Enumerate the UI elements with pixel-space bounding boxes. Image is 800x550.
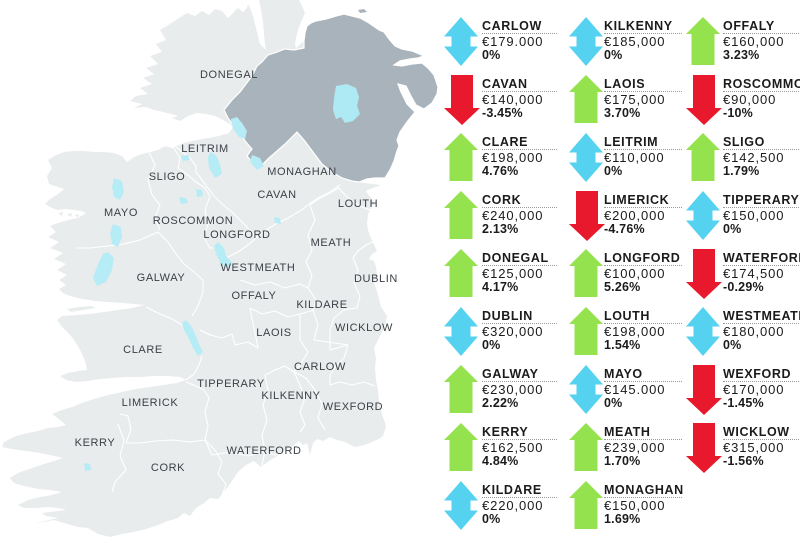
svg-text:LONGFORD: LONGFORD: [203, 229, 270, 241]
svg-text:CLARE: CLARE: [123, 344, 163, 356]
svg-text:MAYO: MAYO: [104, 207, 138, 219]
svg-text:TIPPERARY: TIPPERARY: [197, 378, 265, 390]
svg-text:LOUTH: LOUTH: [338, 198, 378, 210]
svg-text:MEATH: MEATH: [311, 237, 352, 249]
svg-text:MONAGHAN: MONAGHAN: [267, 166, 337, 178]
svg-text:WESTMEATH: WESTMEATH: [221, 262, 296, 274]
svg-text:ROSCOMMON: ROSCOMMON: [153, 215, 234, 227]
svg-text:WEXFORD: WEXFORD: [323, 401, 383, 413]
svg-text:KILKENNY: KILKENNY: [261, 390, 320, 402]
svg-text:LAOIS: LAOIS: [256, 327, 291, 339]
svg-text:OFFALY: OFFALY: [232, 290, 277, 302]
svg-text:SLIGO: SLIGO: [149, 171, 186, 183]
svg-text:LIMERICK: LIMERICK: [122, 397, 179, 409]
svg-text:CAVAN: CAVAN: [257, 189, 296, 201]
svg-text:LEITRIM: LEITRIM: [181, 143, 229, 155]
svg-text:CARLOW: CARLOW: [294, 361, 346, 373]
svg-text:CORK: CORK: [151, 462, 185, 474]
svg-text:DONEGAL: DONEGAL: [200, 69, 258, 81]
svg-text:WICKLOW: WICKLOW: [335, 322, 393, 334]
svg-text:GALWAY: GALWAY: [137, 272, 186, 284]
svg-text:WATERFORD: WATERFORD: [226, 445, 301, 457]
svg-text:KILDARE: KILDARE: [296, 299, 347, 311]
svg-text:KERRY: KERRY: [75, 437, 116, 449]
svg-text:DUBLIN: DUBLIN: [354, 273, 398, 285]
